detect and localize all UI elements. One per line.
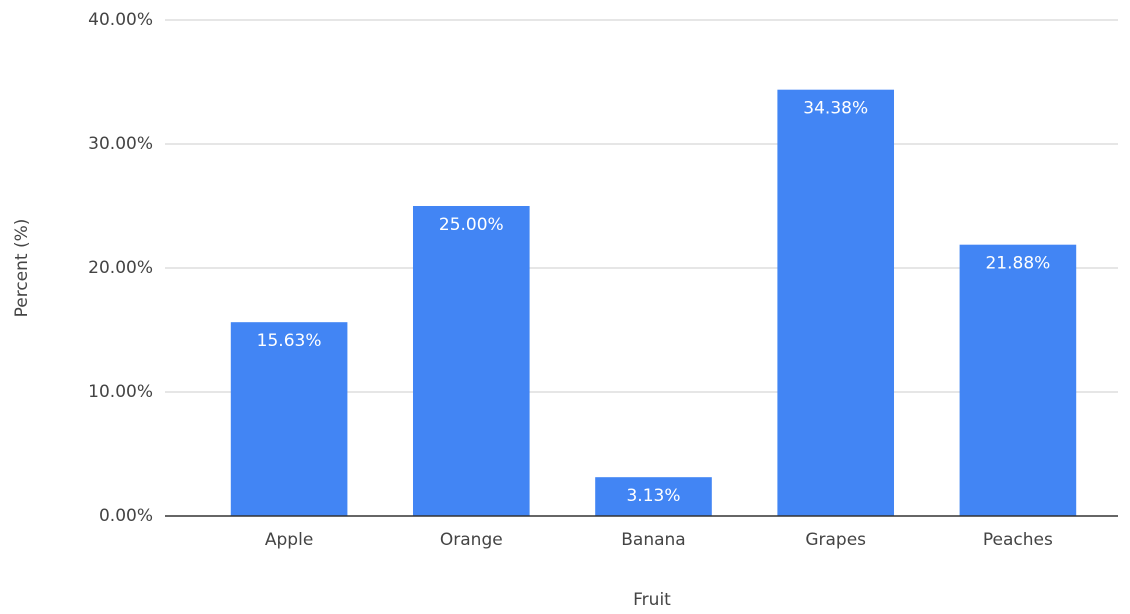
y-tick-label: 0.00% xyxy=(99,506,153,526)
value-label: 15.63% xyxy=(257,331,322,351)
y-tick-label: 20.00% xyxy=(88,258,153,278)
value-label: 34.38% xyxy=(803,99,868,119)
y-tick-label: 10.00% xyxy=(88,382,153,402)
x-axis-label: Fruit xyxy=(633,590,671,610)
y-tick-label: 30.00% xyxy=(88,134,153,154)
x-tick-label: Grapes xyxy=(805,530,866,550)
bar xyxy=(595,477,712,516)
x-tick-label: Apple xyxy=(265,530,313,550)
y-axis-label: Percent (%) xyxy=(12,219,32,318)
bar xyxy=(959,244,1077,517)
bar xyxy=(777,89,895,517)
value-label: 25.00% xyxy=(439,215,504,235)
bar xyxy=(412,206,530,516)
x-tick-label: Banana xyxy=(621,530,685,550)
y-tick-label: 40.00% xyxy=(88,10,153,30)
x-tick-label: Peaches xyxy=(983,530,1053,550)
value-label: 21.88% xyxy=(985,254,1050,274)
bar xyxy=(230,322,348,516)
x-tick-label: Orange xyxy=(440,530,503,550)
value-label: 3.13% xyxy=(626,486,680,506)
